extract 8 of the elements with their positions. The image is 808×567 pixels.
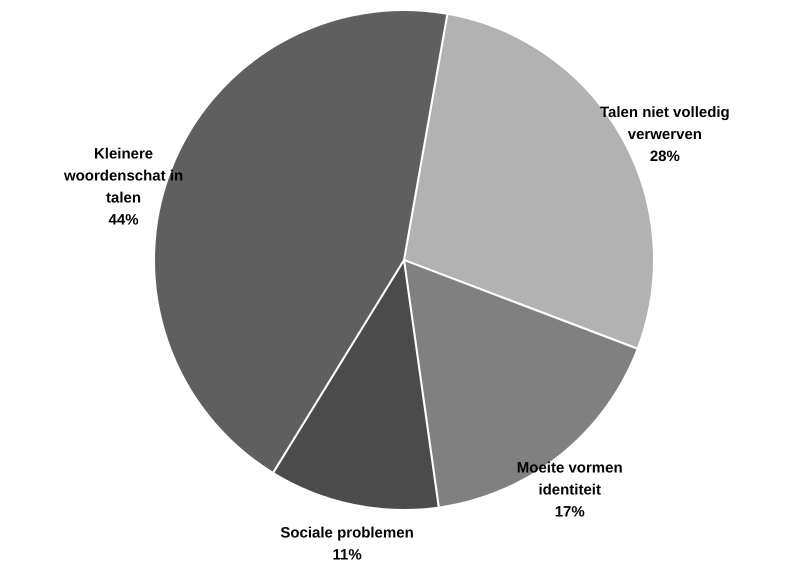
data-label: 11% — [332, 546, 362, 564]
slice-label: Sociale problemen — [280, 524, 414, 542]
data-label: 17% — [554, 504, 585, 521]
slice-label: Talen niet volledig verwerven — [600, 104, 730, 143]
slice-label: Moeite vormen identiteit — [516, 460, 623, 499]
data-label: 44% — [108, 211, 139, 228]
slice-label: Kleinere woordenschat in talen — [62, 145, 184, 206]
data-label: 28% — [650, 148, 680, 165]
